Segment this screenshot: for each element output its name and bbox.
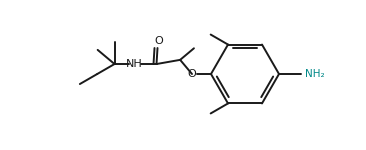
Text: NH: NH	[126, 59, 143, 69]
Text: O: O	[154, 36, 163, 46]
Text: NH₂: NH₂	[305, 69, 325, 79]
Text: O: O	[188, 69, 197, 79]
